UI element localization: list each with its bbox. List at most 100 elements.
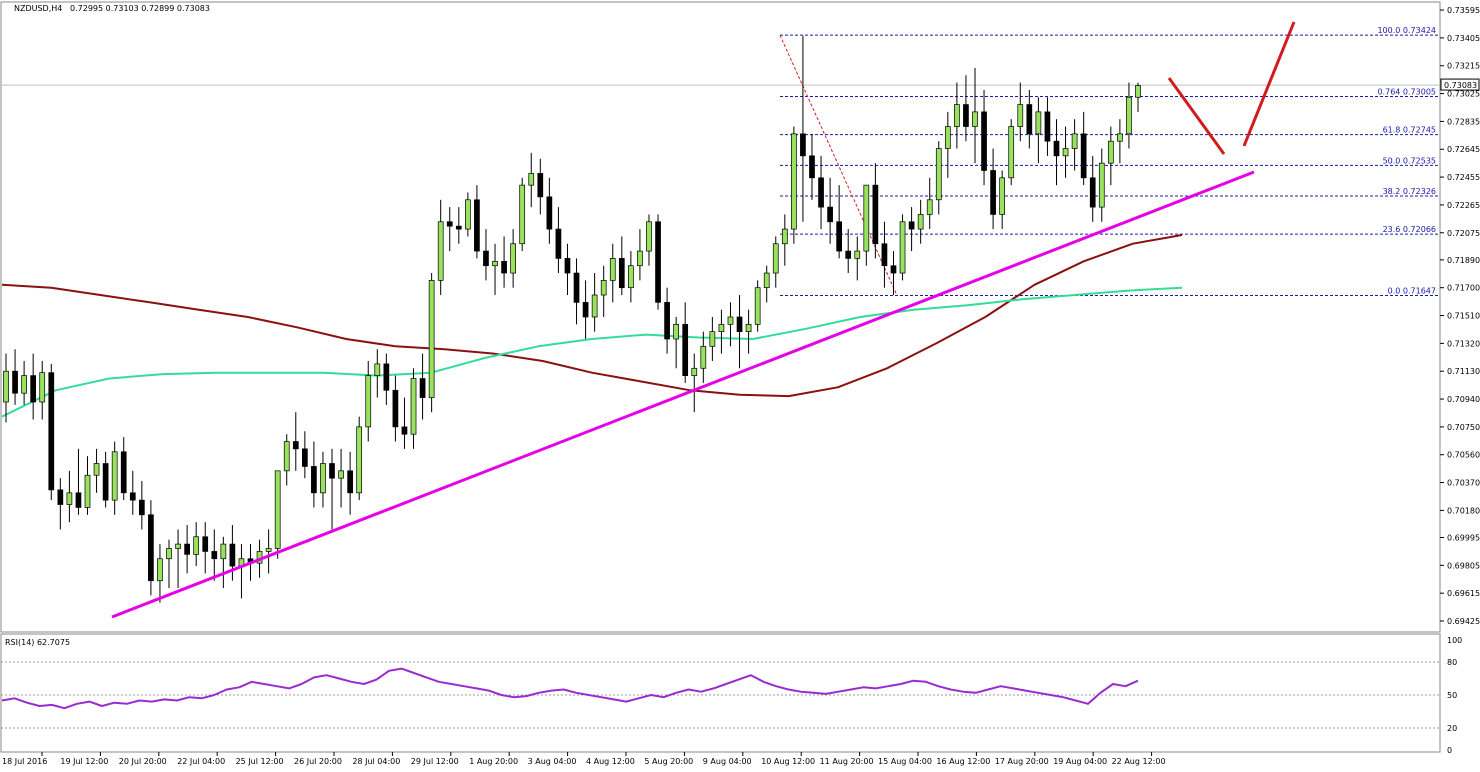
price-tick-label: 0.73405 (1447, 34, 1480, 43)
time-tick-label: 18 Jul 2016 (2, 757, 47, 766)
bull-candle (954, 104, 960, 127)
bull-candle (926, 199, 933, 215)
bear-candle (881, 243, 888, 267)
bull-candle (338, 470, 344, 479)
main-panel-border (0, 1, 1441, 633)
rsi-panel: 100 80 50 20 0 (1, 636, 1462, 755)
bull-candle (972, 111, 978, 127)
bull-candle (1062, 148, 1069, 157)
bear-candle (872, 184, 879, 245)
bull-candle (673, 323, 679, 340)
bull-candle (437, 221, 444, 281)
chart-frame (0, 1, 1441, 753)
bull-candle (175, 543, 181, 549)
bull-candle (111, 451, 118, 501)
bull-candle (609, 258, 616, 281)
price-tick-label: 0.70940 (1447, 395, 1480, 404)
bull-candle (3, 370, 9, 403)
bear-candle (129, 492, 136, 501)
bull-candle (600, 280, 607, 296)
price-tick-label: 0.73595 (1447, 6, 1480, 15)
bull-candle (854, 250, 861, 259)
bull-candle (157, 558, 163, 582)
bull-candle (166, 548, 172, 560)
bear-candle (655, 221, 661, 303)
bull-candle (39, 372, 46, 403)
bull-candle (265, 548, 272, 552)
bull-candle (410, 378, 417, 435)
time-tick-label: 26 Jul 20:00 (294, 757, 342, 766)
fib-level-label: 0.0 0.71647 (1388, 286, 1436, 295)
bear-candle (401, 426, 408, 435)
bear-candle (120, 451, 127, 494)
bull-candle (1126, 96, 1132, 135)
price-tick-label: 0.72645 (1447, 145, 1480, 154)
time-tick-label: 1 Aug 20:00 (469, 757, 518, 766)
bull-candle (709, 331, 716, 347)
bear-candle (618, 258, 625, 289)
bear-candle (383, 363, 390, 391)
bear-candle (1053, 140, 1060, 157)
ohlc-label: 0.72995 0.73103 0.72899 0.73083 (70, 4, 210, 13)
bear-candle (836, 221, 843, 252)
bear-candle (347, 470, 353, 494)
bear-candle (48, 372, 55, 491)
bear-candle (211, 551, 218, 560)
bear-candle (981, 111, 987, 171)
time-tick-label: 19 Aug 04:00 (1053, 757, 1107, 766)
price-tick-label: 0.71130 (1447, 367, 1480, 376)
price-tick-label: 0.69995 (1447, 534, 1480, 543)
bear-candle (800, 133, 806, 157)
fib-anchor-line (779, 34, 898, 296)
bear-candle (202, 536, 209, 552)
bull-candle (519, 184, 526, 245)
time-tick-label: 29 Jul 12:00 (411, 757, 459, 766)
price-tick-label: 0.72075 (1447, 229, 1480, 238)
bull-candle (374, 363, 381, 376)
bull-candle (492, 260, 498, 267)
bull-candle (93, 463, 100, 476)
bear-candle (292, 441, 299, 450)
bear-candle (184, 543, 190, 555)
time-tick-label: 17 Aug 20:00 (995, 757, 1049, 766)
rsi-panel-border (0, 633, 1441, 753)
bull-candle (646, 221, 652, 252)
price-tick-label: 0.72455 (1447, 173, 1480, 182)
time-tick-label: 20 Jul 20:00 (119, 757, 167, 766)
price-tick-label: 0.71320 (1447, 339, 1480, 348)
bull-candle (465, 199, 471, 230)
bull-candle (84, 474, 91, 508)
bear-candle (12, 370, 18, 394)
price-tick-label: 0.71890 (1447, 256, 1480, 265)
price-tick-label: 0.73025 (1447, 90, 1480, 99)
price-tick-label: 0.69425 (1447, 617, 1480, 626)
bull-candle (763, 272, 770, 289)
bull-candle (66, 492, 73, 505)
bull-candle (193, 536, 200, 555)
bull-candle (863, 184, 870, 252)
time-tick-label: 9 Aug 04:00 (703, 757, 752, 766)
bull-candle (356, 426, 363, 494)
bear-candle (845, 250, 852, 259)
bull-candle (320, 463, 326, 494)
bull-candle (999, 177, 1006, 215)
moving-averages (1, 234, 1183, 418)
bear-candle (890, 265, 897, 274)
symbol-label: NZDUSD,H4 (14, 4, 62, 13)
bear-candle (57, 489, 64, 505)
bull-candle (1008, 126, 1015, 179)
bear-candle (483, 250, 489, 267)
price-tick-label: 0.71510 (1447, 312, 1480, 321)
bull-candle (944, 126, 951, 149)
bull-candle (727, 316, 734, 325)
scenario-arrow-group (1167, 21, 1296, 155)
rsi-level-label: 20 (1447, 724, 1457, 733)
time-tick-label: 10 Aug 12:00 (761, 757, 815, 766)
bull-candle (1107, 140, 1114, 164)
time-tick-label: 3 Aug 04:00 (528, 757, 577, 766)
rsi-level-label: 100 (1447, 636, 1462, 645)
bear-candle (446, 221, 453, 227)
bear-candle (582, 301, 589, 318)
bear-candle (564, 258, 571, 274)
